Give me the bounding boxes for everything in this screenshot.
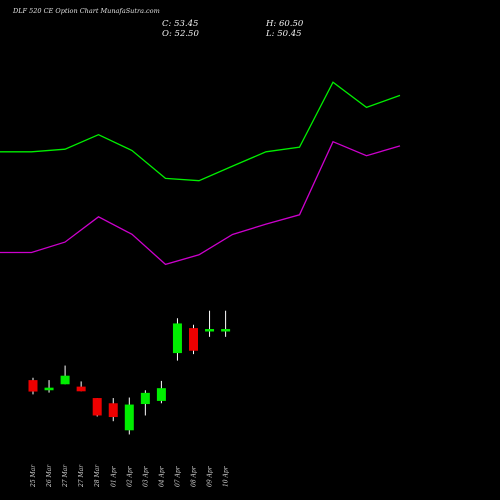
x-tick-label: 10 Apr bbox=[223, 465, 230, 487]
low-value: L: 50.45 bbox=[266, 29, 302, 39]
x-tick-label: 08 Apr bbox=[191, 465, 198, 487]
x-tick-label: 27 Mar bbox=[62, 464, 69, 488]
candle-body-up bbox=[60, 375, 70, 385]
close-value: C: 53.45 bbox=[162, 19, 199, 29]
x-tick-label: 25 Mar bbox=[30, 464, 37, 488]
x-tick-label: 27 Mar bbox=[78, 464, 85, 488]
candle-body-up bbox=[221, 329, 231, 332]
x-tick-label: 01 Apr bbox=[110, 465, 117, 487]
high-value: H: 60.50 bbox=[266, 19, 304, 29]
lower-band-line bbox=[0, 140, 401, 266]
x-tick-label: 28 Mar bbox=[94, 464, 101, 488]
candle-body-down bbox=[92, 398, 102, 416]
x-tick-label: 07 Apr bbox=[174, 465, 181, 487]
candle-body-down bbox=[108, 403, 118, 418]
chart-title: DLF 520 CE Option Chart MunafaSutra.com bbox=[13, 7, 160, 15]
open-value: O: 52.50 bbox=[162, 29, 199, 39]
candle-body-up bbox=[140, 392, 150, 405]
x-tick-label: 09 Apr bbox=[207, 465, 214, 487]
x-axis-labels: 25 Mar 26 Mar 27 Mar 27 Mar 28 Mar 01 Apr 02 A… bbox=[30, 464, 230, 488]
candle-body-up bbox=[172, 323, 182, 354]
candle-body-down bbox=[76, 386, 86, 392]
candles bbox=[28, 310, 231, 435]
candle-body-down bbox=[189, 328, 198, 351]
x-tick-label: 26 Mar bbox=[46, 464, 53, 488]
band-lines bbox=[0, 81, 401, 266]
candle-body-up bbox=[124, 404, 134, 431]
candle-body-down bbox=[28, 380, 38, 392]
x-tick-label: 04 Apr bbox=[158, 465, 165, 487]
candle-body-up bbox=[44, 387, 54, 391]
x-tick-label: 02 Apr bbox=[126, 465, 133, 487]
upper-band-line bbox=[0, 81, 401, 182]
candle-body-up bbox=[156, 388, 166, 401]
x-tick-label: 03 Apr bbox=[142, 465, 149, 487]
candle-body-up bbox=[205, 329, 215, 332]
